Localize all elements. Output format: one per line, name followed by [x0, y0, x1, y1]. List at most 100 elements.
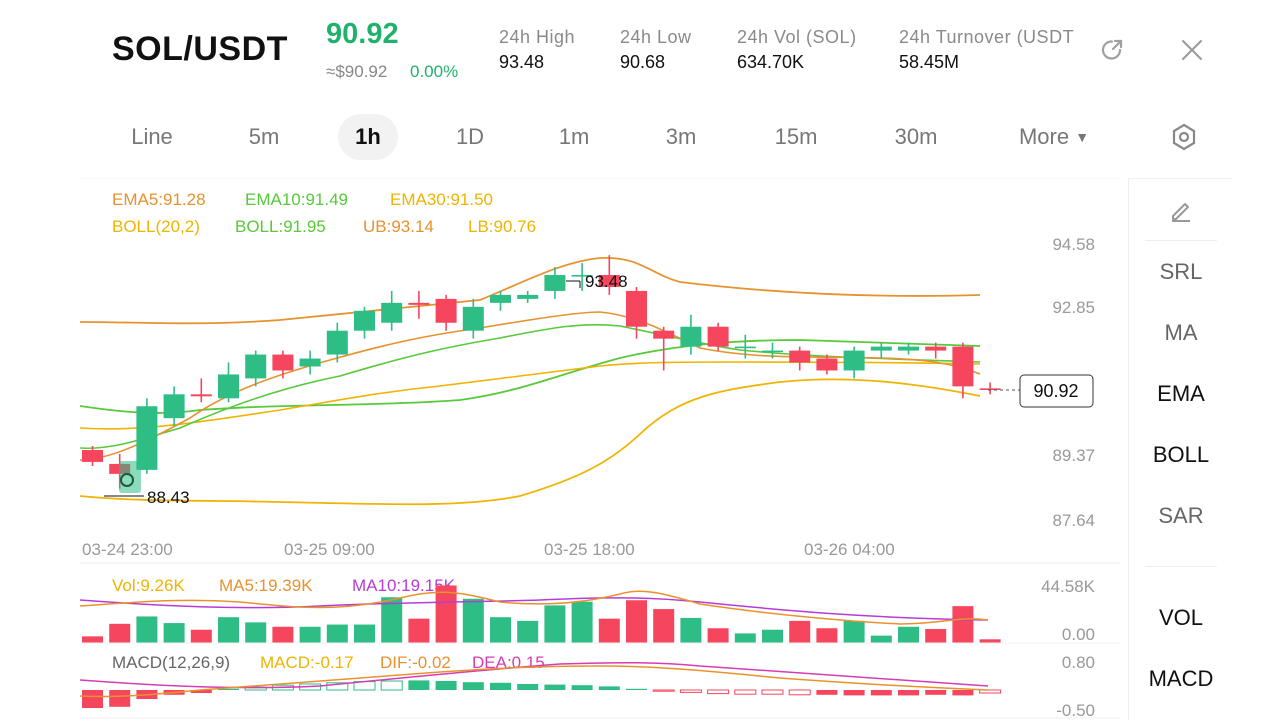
boll-mid-line	[79, 339, 981, 414]
tab-line[interactable]: Line	[131, 124, 173, 149]
tab-30m[interactable]: 30m	[894, 124, 938, 149]
legend-boll-mid: BOLL:91.95	[235, 217, 326, 236]
sidebar-item-srl[interactable]: SRL	[1159, 259, 1203, 284]
macd-bar	[435, 681, 457, 690]
tab-more[interactable]: More ▼	[1018, 124, 1090, 149]
candle	[952, 342, 974, 399]
candlestick-series	[82, 255, 1001, 489]
sidebar-item-macd[interactable]: MACD	[1148, 666, 1214, 691]
boll-upper-line	[79, 257, 981, 325]
legend-macd-value: MACD:-0.17	[260, 653, 354, 672]
kline-chart[interactable]: EMA5:91.28 EMA10:91.49 EMA30:91.50 BOLL(…	[79, 177, 1120, 720]
tab-1d[interactable]: 1D	[455, 124, 485, 149]
vol-axis-label: 44.58K	[1041, 577, 1096, 596]
macd-bar	[571, 685, 593, 690]
macd-bar	[517, 684, 539, 690]
candle	[354, 306, 375, 339]
sidebar-divider	[1145, 240, 1217, 241]
tab-15m[interactable]: 15m	[774, 124, 818, 149]
candle	[517, 290, 539, 303]
sidebar-item-sar[interactable]: SAR	[1158, 503, 1204, 528]
volume-bar	[626, 600, 647, 643]
kline-svg[interactable]: EMA5:91.28 EMA10:91.49 EMA30:91.50 BOLL(…	[79, 177, 1120, 720]
volume-bar	[190, 629, 212, 643]
macd-histogram	[82, 680, 1002, 708]
tab-5m[interactable]: 5m	[248, 124, 280, 149]
stat-24h-volume: 24h Vol (SOL) 634.70K	[737, 27, 857, 72]
candle	[381, 290, 403, 331]
macd-bar	[952, 690, 974, 696]
stat-24h-high: 24h High 93.48	[499, 27, 576, 72]
volume-bar	[979, 639, 1001, 643]
candle	[490, 290, 511, 311]
candle	[925, 342, 947, 359]
macd-bar	[626, 688, 647, 690]
legend-boll: BOLL(20,2)	[112, 217, 200, 236]
macd-bar	[109, 690, 131, 707]
pencil-icon[interactable]	[1165, 195, 1197, 225]
sidebar-item-vol[interactable]: VOL	[1158, 605, 1204, 630]
volume-bar	[136, 616, 158, 643]
volume-bar	[925, 628, 947, 643]
current-price-tag-label: 90.92	[1033, 381, 1078, 401]
time-axis-label: 03-24 23:00	[82, 540, 173, 559]
tab-1m[interactable]: 1m	[558, 124, 590, 149]
candle	[626, 286, 647, 339]
last-price: 90.92	[326, 18, 399, 50]
vol-axis-label: 0.00	[1062, 625, 1095, 644]
price-axis-label: 87.64	[1052, 511, 1095, 530]
macd-axis-label: -0.50	[1056, 701, 1095, 720]
share-icon[interactable]	[1096, 34, 1128, 66]
sidebar-item-ma[interactable]: MA	[1164, 320, 1198, 345]
price-axis-label: 94.58	[1052, 235, 1095, 254]
candle	[435, 294, 457, 331]
time-axis-label: 03-26 04:00	[804, 540, 895, 559]
volume-bar	[789, 620, 811, 643]
volume-bar	[462, 598, 484, 643]
candle	[163, 386, 185, 427]
candle	[326, 322, 348, 363]
volume-bar	[272, 626, 294, 643]
candle	[762, 342, 783, 359]
macd-bar	[326, 682, 349, 691]
legend-dif: DIF:-0.02	[380, 653, 451, 672]
ticker-header: SOL/USDT 90.92 ≈$90.92 0.00% 24h High 93…	[0, 0, 1280, 100]
pair-title: SOL/USDT	[112, 30, 288, 68]
volume-bar	[544, 605, 566, 643]
candle	[653, 326, 675, 371]
price-change-percent: 0.00%	[410, 62, 459, 81]
candle	[136, 398, 158, 474]
macd-bar	[788, 689, 811, 696]
candle	[571, 263, 593, 291]
tab-1h[interactable]: 1h	[338, 114, 398, 160]
macd-bar	[925, 690, 947, 695]
macd-bar	[679, 689, 702, 693]
volume-bar	[870, 635, 892, 643]
candle	[190, 378, 212, 403]
sidebar-divider	[1145, 566, 1217, 567]
settings-hexagon-icon[interactable]	[1168, 120, 1200, 154]
volume-bar	[517, 620, 539, 643]
volume-bar	[326, 624, 348, 643]
dif-line	[79, 665, 989, 698]
macd-bar	[870, 690, 892, 696]
legend-vol: Vol:9.26K	[112, 576, 185, 595]
tab-3m[interactable]: 3m	[665, 124, 697, 149]
volume-bar	[898, 626, 919, 643]
sidebar-item-boll[interactable]: BOLL	[1152, 442, 1210, 467]
candle	[218, 362, 239, 403]
candle	[82, 446, 103, 466]
macd-bar	[652, 689, 675, 692]
volume-bar	[653, 609, 675, 643]
macd-bar	[843, 690, 865, 696]
legend-boll-lb: LB:90.76	[468, 217, 536, 236]
high-marker-label: 93.48	[585, 272, 628, 291]
close-icon[interactable]	[1176, 34, 1208, 66]
sidebar-item-ema[interactable]: EMA	[1157, 381, 1205, 406]
volume-bar	[707, 628, 729, 643]
macd-bar	[761, 689, 784, 695]
volume-bar	[843, 620, 865, 643]
volume-bar	[680, 617, 702, 643]
volume-bar	[435, 585, 457, 643]
volume-bar	[952, 606, 974, 643]
